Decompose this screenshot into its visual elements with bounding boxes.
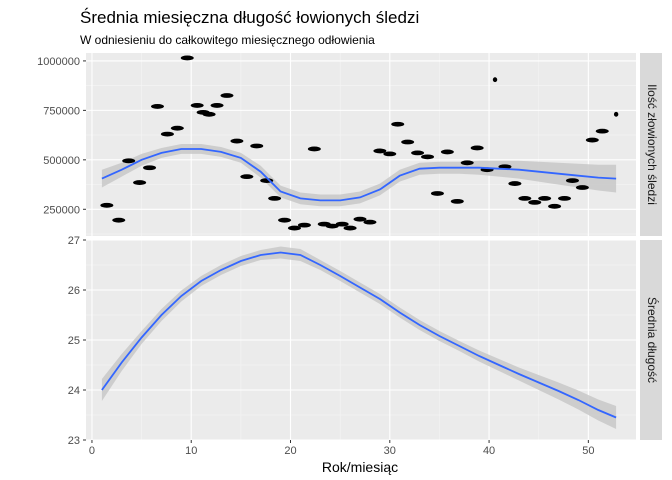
y-tick-label: 24 (68, 385, 80, 397)
data-point (440, 149, 454, 155)
facet-strip-label: Ilość złowionych śledzi (645, 84, 659, 205)
y-tick-label: 500000 (43, 155, 80, 167)
x-tick-label: 40 (483, 445, 495, 457)
x-axis-title: Rok/miesiąc (322, 459, 398, 475)
data-point (230, 138, 244, 144)
data-point (170, 125, 184, 131)
data-point (143, 165, 157, 171)
confidence-band (101, 246, 617, 429)
x-tick-label: 0 (89, 445, 95, 457)
x-tick-label: 50 (582, 445, 594, 457)
data-point (335, 221, 349, 227)
data-point (548, 203, 562, 209)
data-point (180, 55, 194, 61)
data-point (538, 196, 552, 201)
data-point (353, 216, 367, 222)
data-point (268, 196, 282, 201)
data-point (470, 145, 484, 151)
panel-2: 23 24 25 26 27 Średnia długość (68, 235, 662, 447)
data-point (210, 103, 224, 108)
data-point (528, 199, 542, 205)
smooth-line (101, 251, 617, 419)
data-point (492, 77, 498, 83)
x-tick-label: 20 (284, 445, 296, 457)
y-tick-label: 750000 (43, 105, 80, 117)
data-point (150, 104, 164, 109)
y-tick-label: 1000000 (37, 56, 80, 68)
data-point (508, 181, 522, 186)
data-point (343, 225, 357, 231)
data-point (383, 151, 397, 157)
data-point (190, 103, 204, 108)
data-point (112, 217, 126, 223)
y-tick-label: 27 (68, 235, 80, 247)
x-tick-label: 30 (384, 445, 396, 457)
confidence-band (101, 144, 617, 207)
data-point (240, 174, 254, 180)
y-tick-label: 25 (68, 335, 80, 347)
panel-1: 250000 500000 750000 1000000 Ilość złowionyc… (37, 53, 662, 236)
y-tick-label: 26 (68, 285, 80, 297)
facet-strip-label: Średnia długość (645, 297, 660, 383)
data-point (202, 111, 216, 117)
data-point (307, 146, 321, 152)
data-point (297, 222, 311, 228)
data-point (585, 137, 599, 143)
y-tick-label: 250000 (43, 204, 80, 216)
data-point (613, 111, 619, 117)
data-point (421, 154, 435, 160)
data-point (401, 139, 415, 145)
data-point (575, 185, 589, 190)
data-point (373, 148, 387, 154)
data-point (122, 158, 136, 164)
data-point (558, 196, 572, 201)
facet-strip (640, 240, 662, 440)
chart-subtitle: W odniesieniu do całkowitego miesięczneg… (80, 33, 375, 47)
data-point (450, 198, 464, 204)
data-point (220, 93, 234, 98)
data-point (160, 131, 174, 137)
y-tick-label: 23 (68, 435, 80, 447)
x-tick-label: 10 (185, 445, 197, 457)
chart-title: Średnia miesięczna długość łowionych śle… (80, 8, 419, 27)
data-point (250, 143, 264, 149)
data-point (565, 178, 579, 184)
data-point (460, 160, 474, 166)
data-point (325, 223, 339, 229)
data-point (133, 180, 147, 185)
data-point (278, 217, 292, 223)
data-point (430, 191, 444, 196)
data-point (518, 196, 532, 201)
data-point (363, 219, 377, 225)
data-point (411, 150, 425, 156)
data-point (391, 121, 405, 127)
data-point (100, 202, 114, 208)
data-point (595, 128, 609, 134)
panel-background (86, 53, 636, 236)
smooth-line (101, 148, 617, 202)
facet-strip (640, 53, 662, 236)
data-point (287, 225, 301, 231)
